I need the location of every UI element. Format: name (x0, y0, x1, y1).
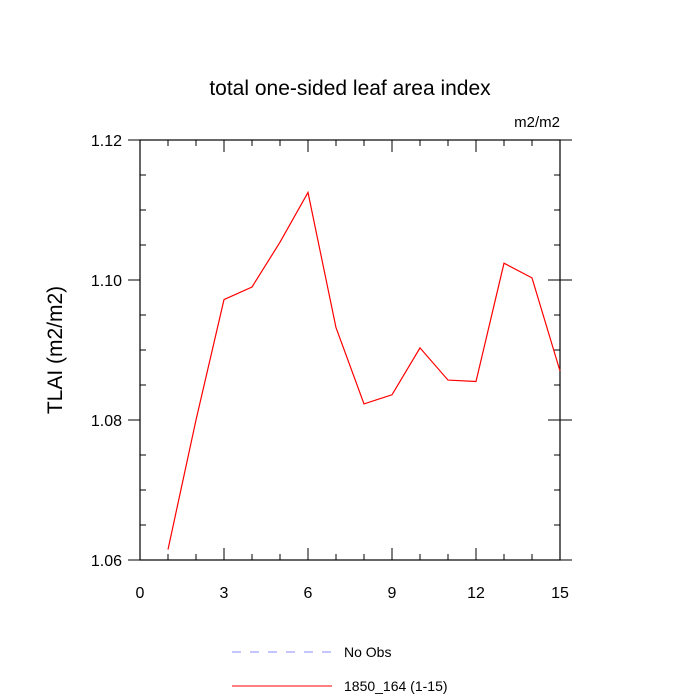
y-tick-label: 1.10 (91, 273, 122, 290)
x-tick-label: 12 (467, 585, 485, 602)
chart-title: total one-sided leaf area index (209, 77, 491, 100)
legend-label-1: 1850_164 (1-15) (344, 678, 448, 694)
axis-ticks (128, 139, 572, 561)
axis-tick-labels: 0 3 6 9 12 15 1.06 1.08 1.10 1.12 (91, 133, 569, 602)
x-tick-label: 15 (551, 585, 569, 602)
series-layer (167, 190, 561, 550)
series-line-1 (167, 190, 561, 550)
plot-frame (139, 139, 561, 561)
x-tick-label: 6 (304, 585, 313, 602)
legend: No Obs 1850_164 (1-15) (232, 644, 448, 694)
y-tick-label: 1.12 (91, 133, 122, 150)
x-tick-label: 9 (388, 585, 397, 602)
units-label: m2/m2 (514, 114, 560, 131)
y-axis-label: TLAI (m2/m2) (44, 286, 67, 414)
x-tick-label: 3 (220, 585, 229, 602)
y-tick-label: 1.06 (91, 553, 122, 570)
x-tick-label: 0 (136, 585, 145, 602)
legend-label-0: No Obs (344, 644, 391, 660)
y-tick-label: 1.08 (91, 413, 122, 430)
